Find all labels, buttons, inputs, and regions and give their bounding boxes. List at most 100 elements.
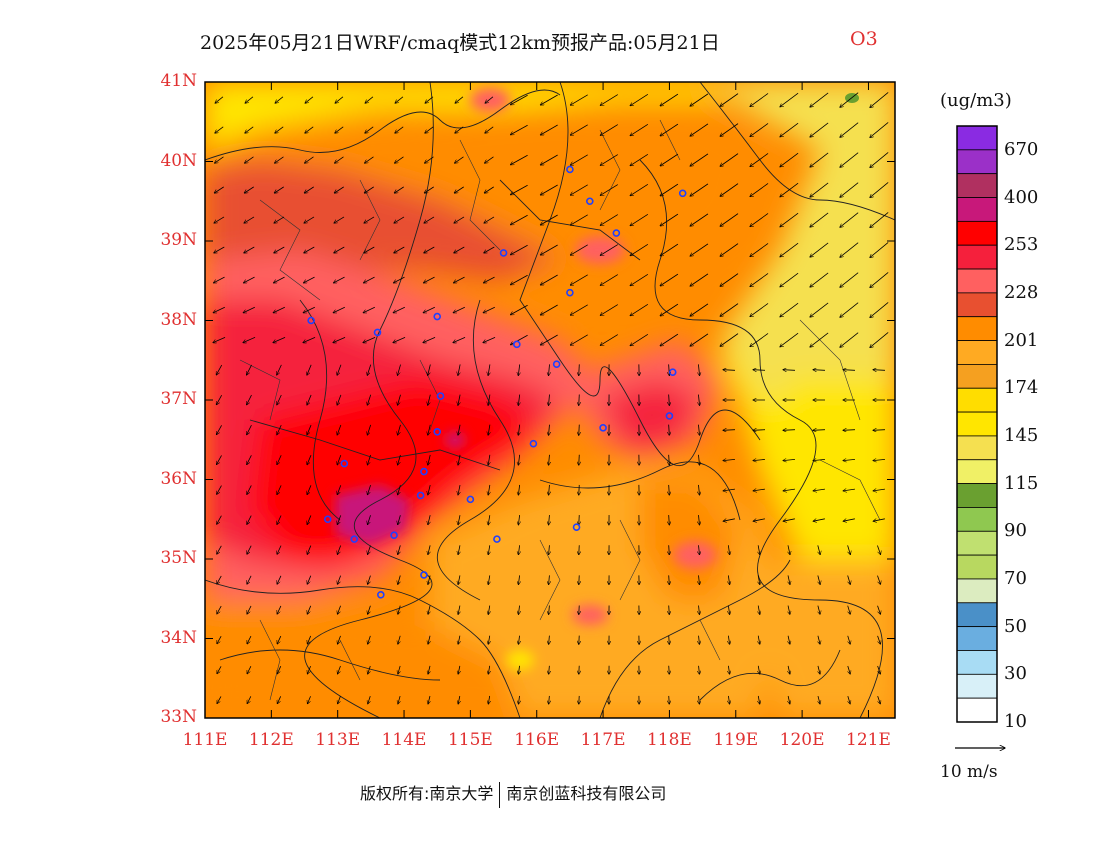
wind-arrow — [217, 515, 222, 525]
wind-arrow — [275, 156, 284, 163]
wind-arrow — [217, 545, 222, 554]
wind-arrow — [458, 394, 460, 406]
colorbar-label: 201 — [1004, 329, 1039, 351]
wind-arrow — [305, 96, 314, 103]
station-marker — [572, 523, 581, 532]
wind-arrow — [843, 370, 856, 371]
wind-arrow — [367, 364, 372, 376]
wind-arrow — [780, 332, 799, 347]
wind-arrow — [243, 276, 255, 283]
wind-arrow — [780, 152, 799, 167]
wind-arrow — [753, 430, 766, 431]
wind-arrow — [247, 666, 252, 674]
wind-arrow — [750, 93, 769, 106]
wind-arrow — [213, 306, 225, 313]
wind-arrow — [277, 424, 282, 435]
wind-arrow — [510, 154, 528, 165]
wind-arrow — [485, 126, 494, 133]
wind-arrow — [217, 666, 222, 673]
wind-arrow — [273, 276, 285, 283]
lon-label: 120E — [779, 730, 825, 750]
colorbar-segment — [956, 197, 998, 222]
wind-arrow — [307, 575, 312, 585]
wind-arrow — [549, 394, 550, 406]
wind-arrow — [720, 153, 739, 167]
wind-arrow — [455, 126, 464, 133]
colorbar-segment — [956, 340, 998, 365]
wind-arrow — [277, 394, 282, 405]
colorbar-segment — [956, 554, 998, 580]
wind-arrow — [214, 186, 224, 193]
wind-arrow — [549, 484, 550, 495]
wind-arrow — [758, 575, 760, 584]
wind-arrow — [303, 336, 316, 342]
station-marker — [323, 515, 332, 524]
wind-arrow — [660, 273, 679, 286]
wind-arrow — [690, 303, 709, 316]
wind-arrow — [549, 695, 550, 704]
wind-arrow — [483, 336, 496, 342]
wind-arrow — [215, 156, 224, 163]
wind-arrow — [277, 575, 282, 584]
lon-label: 111E — [182, 730, 228, 750]
wind-arrow — [216, 455, 222, 464]
wind-arrow — [660, 333, 679, 346]
wind-arrow — [244, 216, 255, 223]
wind-arrow — [840, 332, 859, 348]
station-marker — [513, 340, 521, 349]
wind-arrow — [245, 126, 254, 133]
colorbar-label: 145 — [1004, 424, 1039, 446]
wind-arrow — [669, 545, 670, 555]
wind-arrow — [810, 152, 829, 167]
colorbar-segment — [956, 125, 998, 151]
wind-arrow — [397, 364, 401, 376]
wind-arrow — [303, 306, 315, 313]
wind-arrow — [275, 126, 284, 133]
wind-arrow — [780, 122, 799, 137]
wind-arrow — [720, 333, 739, 347]
wind-arrow — [540, 334, 558, 345]
colorbar-segment — [956, 507, 998, 532]
colorbar-segment — [956, 483, 998, 508]
wind-arrow — [334, 216, 345, 223]
wind-arrow — [424, 216, 435, 223]
wind-arrow — [425, 126, 434, 133]
wind-arrow — [600, 334, 619, 346]
wind-arrow — [750, 273, 769, 286]
wind-arrow — [424, 246, 435, 253]
wind-arrow — [428, 424, 431, 435]
wind-arrow — [873, 430, 886, 431]
wind-arrow — [394, 216, 405, 223]
wind-arrow — [690, 333, 709, 346]
wind-arrow — [818, 665, 820, 674]
wind-arrow — [307, 696, 311, 704]
wind-arrow — [699, 575, 700, 584]
wind-arrow — [337, 635, 341, 644]
wind-arrow — [453, 276, 465, 283]
wind-arrow — [337, 575, 341, 585]
wind-arrow — [630, 274, 649, 285]
wind-arrow — [750, 153, 769, 166]
wind-arrow — [810, 122, 829, 137]
colorbar-segment — [956, 387, 998, 413]
wind-arrow — [660, 93, 679, 106]
wind-arrow — [818, 545, 820, 554]
wind-arrow — [307, 424, 312, 435]
wind-arrow — [337, 485, 342, 495]
species-label: O3 — [850, 28, 878, 50]
wind-arrow — [699, 635, 700, 645]
wind-arrow — [458, 605, 460, 615]
wind-arrow — [337, 605, 341, 614]
lon-label: 114E — [381, 730, 427, 750]
wind-arrow — [518, 394, 519, 406]
wind-arrow — [810, 332, 829, 347]
wind-arrow — [217, 696, 222, 703]
lat-label: 35N — [160, 548, 197, 568]
wind-arrow — [699, 515, 700, 525]
wind-arrow — [840, 152, 859, 168]
wind-arrow — [398, 485, 401, 495]
wind-arrow — [273, 306, 285, 313]
wind-arrow — [243, 336, 256, 342]
wind-arrow — [337, 364, 342, 376]
wind-arrow — [307, 635, 312, 644]
